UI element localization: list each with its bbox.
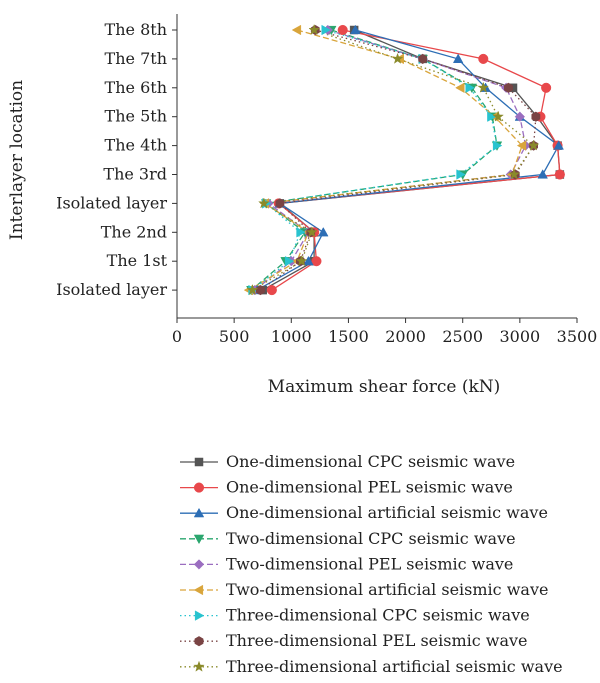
- y-tick-label: The 7th: [105, 49, 167, 68]
- data-point: [305, 226, 318, 238]
- legend-label: Three-dimensional artificial seismic wav…: [226, 657, 563, 676]
- y-tick-label: Isolated layer: [56, 280, 167, 299]
- data-point: [318, 226, 329, 237]
- data-point: [492, 140, 503, 151]
- data-point: [246, 283, 259, 296]
- series-line: [250, 29, 498, 291]
- data-point: [531, 111, 541, 122]
- data-point: [504, 82, 513, 93]
- x-tick-labels: 0 500 1000 1500 2000 2500 3000 3500: [172, 327, 597, 346]
- data-point: [455, 82, 465, 94]
- y-tick-label: The 4th: [105, 136, 167, 155]
- data-point: [516, 140, 527, 151]
- data-point: [321, 24, 331, 36]
- legend-label: One-dimensional CPC seismic wave: [226, 452, 515, 471]
- data-point: [541, 82, 552, 93]
- y-tick-labels: The 8th The 7th The 6th The 5th The 4th The 3…: [56, 20, 167, 299]
- y-tick-label: The 6th: [105, 78, 167, 97]
- data-point: [256, 285, 265, 296]
- x-tick-label: 3500: [557, 327, 598, 346]
- legend-label: Three-dimensional CPC seismic wave: [226, 606, 530, 625]
- y-tick-label: Isolated layer: [56, 193, 167, 212]
- data-point: [465, 82, 475, 94]
- data-point: [193, 534, 205, 545]
- data-point: [296, 227, 306, 238]
- data-point: [553, 140, 564, 150]
- legend-label: One-dimensional PEL seismic wave: [226, 478, 513, 497]
- series-line: [248, 29, 523, 291]
- x-tick-label: 1500: [328, 327, 369, 346]
- series-line: [254, 29, 527, 291]
- data-point: [452, 53, 464, 63]
- series-lines: [248, 29, 561, 291]
- data-point: [193, 660, 205, 672]
- data-point: [477, 81, 490, 93]
- data-point: [257, 197, 270, 209]
- data-point: [554, 169, 565, 180]
- y-tick-label: The 8th: [105, 20, 167, 39]
- data-point: [193, 559, 205, 570]
- axes: [172, 14, 578, 323]
- data-point: [311, 256, 322, 267]
- y-tick-label: The 1st: [107, 251, 168, 270]
- data-point: [308, 23, 321, 35]
- y-tick-label: The 3rd: [103, 165, 167, 184]
- data-point: [291, 24, 302, 36]
- data-point: [537, 169, 548, 179]
- series-markers: [243, 23, 565, 296]
- x-axis-title: Maximum shear force (kN): [268, 377, 501, 397]
- data-point: [514, 111, 526, 122]
- x-tick-label: 3000: [499, 327, 540, 346]
- data-point: [456, 169, 466, 180]
- series-line: [260, 29, 537, 291]
- data-point: [193, 584, 204, 596]
- legend-label: Two-dimensional CPC seismic wave: [226, 529, 516, 548]
- data-point: [193, 507, 205, 518]
- legend-label: Two-dimensional PEL seismic wave: [226, 554, 513, 573]
- data-point: [194, 457, 204, 467]
- data-point: [194, 636, 204, 647]
- data-point: [337, 24, 348, 36]
- y-tick-label: The 5th: [105, 107, 167, 126]
- y-tick-label: The 2nd: [101, 222, 167, 241]
- data-point: [478, 53, 489, 64]
- data-point: [350, 24, 361, 35]
- x-tick-label: 0: [172, 327, 182, 346]
- legend: One-dimensional CPC seismic wave One-dime…: [180, 452, 563, 676]
- x-tick-label: 2500: [442, 327, 483, 346]
- data-point: [295, 255, 308, 267]
- legend-label: One-dimensional artificial seismic wave: [226, 503, 548, 522]
- series-line: [251, 29, 498, 291]
- series-line: [256, 29, 560, 291]
- data-point: [391, 52, 404, 64]
- x-tick-label: 1000: [271, 327, 312, 346]
- legend-label: Three-dimensional PEL seismic wave: [226, 631, 528, 650]
- data-point: [275, 198, 285, 209]
- x-tick-label: 2000: [385, 327, 426, 346]
- series-line: [252, 29, 535, 291]
- data-point: [303, 255, 314, 266]
- y-axis-title: Interlayer location: [7, 80, 27, 240]
- data-point: [284, 255, 295, 267]
- data-point: [527, 139, 540, 151]
- legend-label: Two-dimensional artificial seismic wave: [226, 580, 548, 599]
- data-point: [487, 111, 497, 122]
- data-point: [492, 110, 505, 122]
- data-point: [266, 285, 277, 296]
- data-point: [508, 168, 521, 180]
- series-line: [262, 29, 561, 291]
- data-point: [193, 482, 205, 493]
- data-point: [418, 53, 428, 64]
- data-point: [194, 610, 205, 621]
- x-tick-label: 500: [219, 327, 250, 346]
